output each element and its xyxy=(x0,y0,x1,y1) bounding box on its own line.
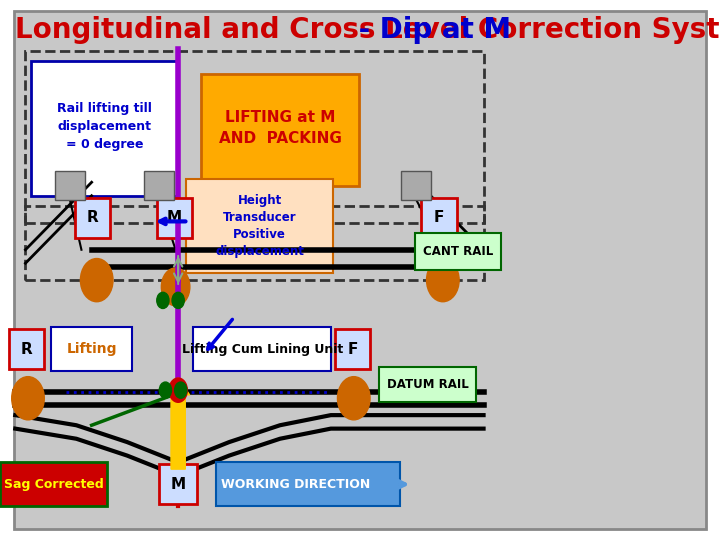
FancyBboxPatch shape xyxy=(216,462,400,507)
Circle shape xyxy=(157,292,169,308)
FancyArrow shape xyxy=(167,378,189,469)
Text: M: M xyxy=(171,477,186,492)
FancyBboxPatch shape xyxy=(76,198,110,238)
FancyBboxPatch shape xyxy=(415,233,501,270)
Circle shape xyxy=(338,377,370,420)
FancyBboxPatch shape xyxy=(401,171,431,200)
Circle shape xyxy=(161,268,190,306)
FancyBboxPatch shape xyxy=(157,198,192,238)
FancyBboxPatch shape xyxy=(55,171,85,200)
Text: WORKING DIRECTION: WORKING DIRECTION xyxy=(220,478,370,491)
Text: R: R xyxy=(21,342,32,357)
Text: Rail lifting till
displacement
= 0 degree: Rail lifting till displacement = 0 degre… xyxy=(57,103,152,151)
FancyBboxPatch shape xyxy=(335,329,370,369)
FancyBboxPatch shape xyxy=(186,179,333,273)
FancyBboxPatch shape xyxy=(421,198,456,238)
Text: M: M xyxy=(167,210,182,225)
FancyBboxPatch shape xyxy=(30,60,178,195)
Text: Sag Corrected: Sag Corrected xyxy=(4,478,104,491)
FancyBboxPatch shape xyxy=(201,74,359,186)
Circle shape xyxy=(426,259,459,302)
Circle shape xyxy=(159,382,171,398)
Text: Lifting: Lifting xyxy=(66,342,117,356)
Text: F: F xyxy=(347,342,358,357)
Text: CANT RAIL: CANT RAIL xyxy=(423,245,493,258)
Text: F: F xyxy=(434,210,444,225)
Text: R: R xyxy=(87,210,99,225)
Circle shape xyxy=(12,377,45,420)
Text: Lifting Cum Lining Unit: Lifting Cum Lining Unit xyxy=(181,343,343,356)
Circle shape xyxy=(169,378,187,402)
Text: LIFTING at M
AND  PACKING: LIFTING at M AND PACKING xyxy=(218,110,341,146)
FancyBboxPatch shape xyxy=(159,464,197,504)
Text: DATUM RAIL: DATUM RAIL xyxy=(387,377,469,390)
Text: - Dip at M: - Dip at M xyxy=(348,16,510,44)
FancyBboxPatch shape xyxy=(51,327,132,372)
FancyBboxPatch shape xyxy=(379,367,476,402)
FancyBboxPatch shape xyxy=(144,171,174,200)
Text: Longitudinal and Cross Level Correction System: Longitudinal and Cross Level Correction … xyxy=(15,16,720,44)
FancyBboxPatch shape xyxy=(9,329,45,369)
Circle shape xyxy=(172,292,184,308)
Circle shape xyxy=(81,259,113,302)
FancyBboxPatch shape xyxy=(0,462,107,507)
FancyBboxPatch shape xyxy=(194,327,331,372)
Circle shape xyxy=(174,382,186,398)
Text: Height
Transducer
Positive
displacement: Height Transducer Positive displacement xyxy=(215,194,304,258)
